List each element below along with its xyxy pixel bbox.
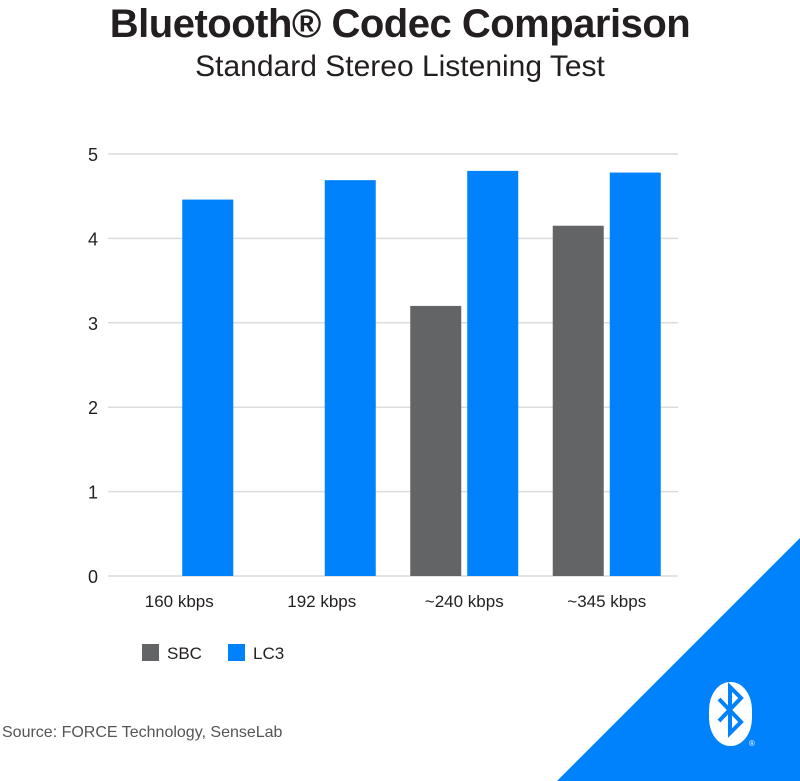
legend-swatch-lc3 [228,644,245,661]
registered-mark: ® [749,739,755,748]
bar-lc3 [467,170,519,576]
legend-label-sbc: SBC [167,644,202,663]
y-tick-label: 0 [88,567,98,587]
bar-sbc [552,225,604,577]
bar-lc3 [324,180,376,576]
bluetooth-icon: ® [709,682,755,748]
bar-sbc [410,305,462,576]
y-tick-label: 2 [88,398,98,418]
x-tick-label: ~240 kbps [425,592,504,611]
legend-swatch-sbc [142,644,159,661]
y-tick-label: 3 [88,314,98,334]
chart-title: Bluetooth® Codec Comparison [109,2,691,46]
source-note: Source: FORCE Technology, SenseLab [2,724,283,741]
legend-label-lc3: LC3 [253,644,284,663]
y-tick-label: 5 [88,145,98,165]
y-tick-label: 1 [88,483,98,503]
x-tick-label: 192 kbps [287,592,356,611]
bar-lc3 [182,199,234,577]
bar-lc3 [609,172,661,576]
x-tick-label: 160 kbps [145,592,214,611]
x-tick-label: ~345 kbps [567,592,646,611]
chart-subtitle: Standard Stereo Listening Test [195,50,605,83]
y-tick-label: 4 [88,229,98,249]
